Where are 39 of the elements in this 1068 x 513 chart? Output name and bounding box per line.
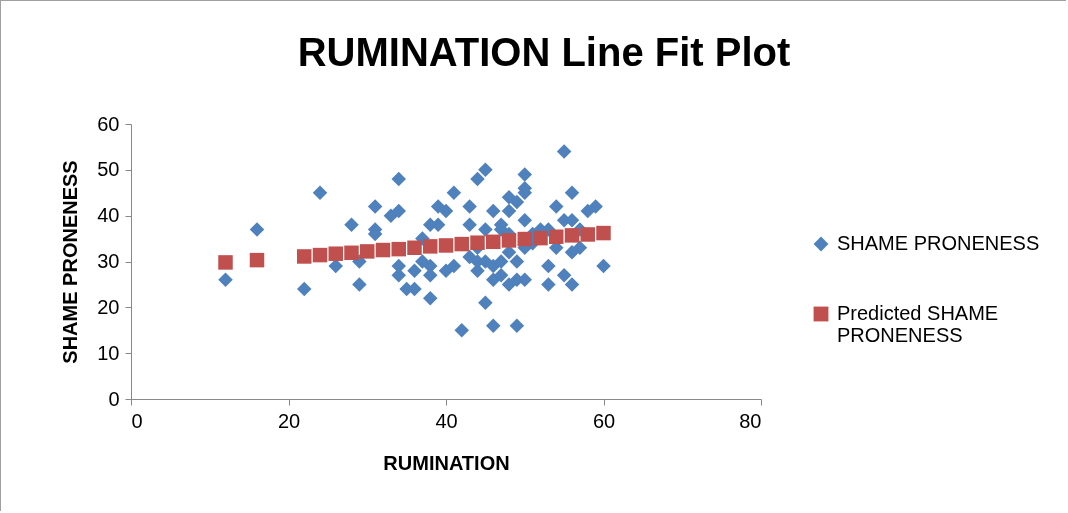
point — [580, 227, 595, 242]
point — [438, 238, 454, 253]
point — [533, 230, 548, 246]
legend-label: Predicted SHAME PRONENESS — [837, 302, 999, 346]
y-tick-label: 30 — [97, 250, 120, 272]
point — [486, 234, 501, 250]
point — [564, 228, 580, 243]
point — [375, 242, 391, 258]
x-axis-title: RUMINATION — [383, 451, 510, 474]
point — [312, 247, 328, 263]
x-tick-label: 20 — [277, 409, 301, 432]
y-axis-title: SHAME PRONENESS — [59, 160, 82, 364]
chart-title: RUMINATION Line Fit Plot — [297, 30, 791, 74]
point — [423, 239, 438, 254]
point — [249, 252, 265, 268]
y-tick-label: 60 — [97, 112, 120, 135]
y-tick-label: 0 — [108, 387, 120, 410]
point — [391, 241, 406, 257]
x-tick-label: 40 — [435, 409, 458, 432]
y-tick-label: 40 — [97, 204, 120, 227]
y-tick-label: 10 — [97, 341, 120, 364]
point — [218, 255, 233, 270]
x-tick-label: 80 — [739, 409, 762, 432]
point — [328, 246, 343, 261]
point — [596, 225, 611, 241]
legend-label: SHAME PRONENESS — [837, 232, 1040, 254]
x-tick-label: 60 — [592, 409, 616, 432]
point — [517, 231, 532, 247]
y-tick-label: 20 — [97, 295, 120, 318]
point — [454, 236, 469, 252]
x-tick-label: 0 — [131, 409, 143, 432]
point — [407, 240, 422, 255]
point — [549, 229, 564, 244]
point — [470, 235, 485, 250]
point — [360, 244, 375, 259]
point — [297, 249, 312, 264]
y-tick-label: 50 — [97, 158, 120, 181]
point — [344, 245, 359, 261]
point — [501, 233, 517, 248]
